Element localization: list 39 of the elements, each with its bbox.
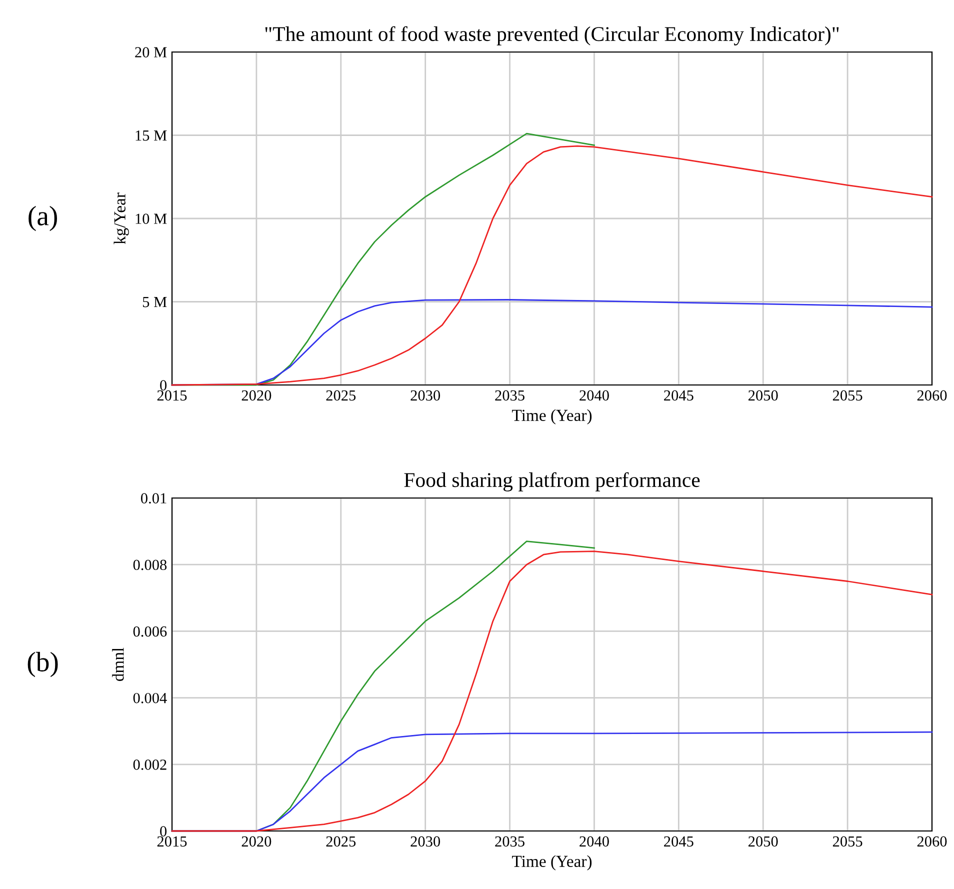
x-tick-label: 2040: [580, 836, 609, 847]
x-tick-label: 2060: [917, 836, 947, 847]
x-tick-label: 2025: [326, 836, 356, 847]
x-axis-title: Time (Year): [512, 409, 592, 424]
y-tick-label: 0: [160, 826, 167, 836]
x-axis-title: Time (Year): [512, 855, 592, 870]
x-tick-label: 2050: [748, 836, 778, 847]
y-tick-label: 0.008: [133, 560, 167, 570]
y-tick-label: 0.01: [140, 493, 166, 504]
x-tick-label: 2050: [748, 390, 778, 401]
text: (b): [28, 652, 58, 678]
x-tick-label: 2045: [664, 836, 694, 847]
x-tick-label: 2035: [495, 390, 524, 401]
x-tick-label: 2040: [580, 390, 609, 401]
chart-title: "The amount of food waste prevented (Circular Economy Indicator)": [265, 26, 839, 46]
y-tick-label: 10 M: [136, 214, 167, 224]
x-tick-label: 2025: [326, 390, 356, 401]
x-tick-label: 2015: [157, 390, 187, 401]
y-axis-title: dmnl: [112, 648, 124, 682]
x-tick-label: 2045: [664, 390, 694, 401]
x-tick-label: 2020: [242, 836, 272, 847]
y-tick-label: 0.004: [133, 692, 167, 704]
x-tick-label: 2035: [495, 836, 524, 847]
y-tick-label: 0: [160, 380, 167, 390]
x-tick-label: 2015: [157, 836, 187, 847]
text: (a): [28, 206, 57, 232]
y-axis-title: kg/Year: [114, 192, 129, 244]
x-tick-label: 2060: [917, 390, 947, 401]
y-tick-label: 20 M: [135, 47, 167, 58]
x-tick-label: 2055: [832, 836, 862, 847]
x-tick-label: 2030: [410, 836, 440, 847]
y-tick-label: 0.006: [133, 626, 167, 637]
chart-title: Food sharing platfrom performance: [404, 472, 700, 492]
x-tick-label: 2020: [242, 390, 272, 401]
y-tick-label: 15 M: [136, 130, 167, 141]
y-tick-label: 5 M: [142, 297, 167, 308]
x-tick-label: 2030: [410, 390, 440, 401]
y-tick-label: 0.002: [133, 760, 166, 770]
x-tick-label: 2055: [832, 390, 862, 401]
